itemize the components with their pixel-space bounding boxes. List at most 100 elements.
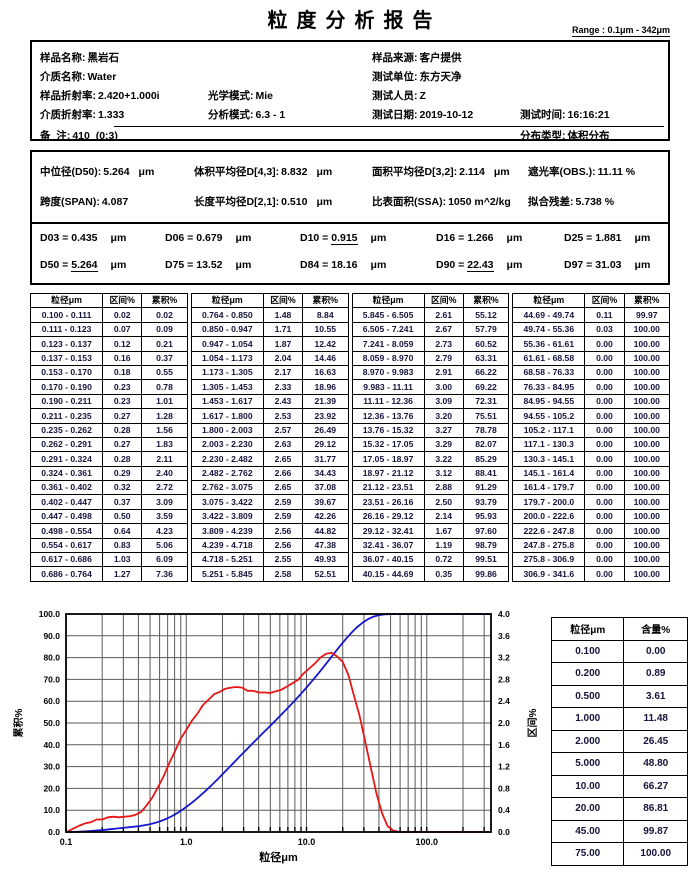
table-cell: 0.00 xyxy=(584,422,625,438)
table-row: 2.230 - 2.482 2.65 31.77 xyxy=(190,451,349,467)
summary-row: 0.100 0.00 xyxy=(550,639,688,663)
measure-range-label: Range : 0.1μm - 342μm xyxy=(571,25,670,37)
table-row: 68.58 - 76.33 0.00 100.00 xyxy=(512,364,671,381)
summary-cell: 1.000 xyxy=(550,707,625,731)
table-cell: 11.11 - 12.36 xyxy=(351,393,425,410)
field-test-time: 测试时间: 16:16:21 xyxy=(520,109,610,121)
d-value-d25: D25 = 1.881 μm xyxy=(564,232,651,244)
d-value-d97: D97 = 31.03 μm xyxy=(564,259,651,271)
distribution-chart: 0.0 10.0 20.0 30.0 40.0 50.0 60.0 70.0 80.0 90.0 1… xyxy=(8,600,548,872)
table-cell: 0.00 xyxy=(584,408,625,424)
table-cell: 2.63 xyxy=(262,436,304,453)
table-cell: 1.71 xyxy=(262,321,304,338)
table-cell: 8.970 - 9.983 xyxy=(351,364,425,381)
table-cell: 36.07 - 40.15 xyxy=(351,552,425,568)
table-cell: 14.46 xyxy=(302,350,349,366)
table-cell: 1.28 xyxy=(141,408,188,424)
table-cell: 0.554 - 0.617 xyxy=(29,537,104,554)
table-cell: 2.65 xyxy=(262,451,304,467)
summary-row: 1.000 11.48 xyxy=(550,707,688,731)
table-cell: 85.29 xyxy=(462,451,510,467)
table-cell: 2.88 xyxy=(423,480,464,496)
column-header: 粒径μm xyxy=(512,292,586,309)
table-cell: 2.230 - 2.482 xyxy=(190,451,264,467)
table-cell: 105.2 - 117.1 xyxy=(512,422,586,438)
table-row: 0.686 - 0.764 1.27 7.36 xyxy=(29,566,188,582)
table-cell: 23.92 xyxy=(302,408,349,424)
table-cell: 0.02 xyxy=(141,307,188,323)
summary-cell: 75.00 xyxy=(550,842,625,866)
table-cell: 0.09 xyxy=(141,321,188,338)
table-cell: 2.67 xyxy=(423,321,464,338)
table-row: 1.173 - 1.305 2.17 16.63 xyxy=(190,364,349,381)
table-cell: 1.87 xyxy=(262,336,304,352)
table-cell: 2.482 - 2.762 xyxy=(190,465,264,482)
stat-obscuration: 遮光率(OBS.): 11.11 % xyxy=(528,166,636,178)
field-test-date: 测试日期: 2019-10-12 xyxy=(372,109,474,121)
table-cell: 15.32 - 17.05 xyxy=(351,436,425,453)
table-row: 36.07 - 40.15 0.72 99.51 xyxy=(351,552,510,568)
summary-cell: 86.81 xyxy=(623,797,688,821)
column-header: 区间% xyxy=(262,292,304,309)
table-cell: 9.983 - 11.11 xyxy=(351,379,425,395)
table-cell: 100.00 xyxy=(623,350,671,366)
table-cell: 1.56 xyxy=(141,422,188,438)
summary-cell: 10.00 xyxy=(550,774,625,798)
column-header: 累积% xyxy=(302,292,349,309)
table-cell: 0.498 - 0.554 xyxy=(29,523,104,539)
table-cell: 52.51 xyxy=(302,566,349,582)
table-cell: 2.79 xyxy=(423,350,464,366)
table-cell: 42.26 xyxy=(302,508,349,525)
table-cell: 0.291 - 0.324 xyxy=(29,451,104,467)
table-cell: 0.78 xyxy=(141,379,188,395)
table-cell: 100.00 xyxy=(623,566,671,582)
summary-cell: 0.100 xyxy=(550,639,625,663)
table-cell: 2.57 xyxy=(262,422,304,438)
table-cell: 100.00 xyxy=(623,379,671,395)
table-cell: 0.262 - 0.291 xyxy=(29,436,104,453)
summary-row: 45.00 99.87 xyxy=(550,819,688,843)
table-cell: 0.617 - 0.686 xyxy=(29,552,104,568)
table-cell: 2.65 xyxy=(262,480,304,496)
table-cell: 0.123 - 0.137 xyxy=(29,336,104,352)
field-test-org: 测试单位: 东方天净 xyxy=(372,71,462,83)
table-cell: 49.74 - 55.36 xyxy=(512,321,586,338)
y-right-axis-label: 区间% xyxy=(526,708,539,737)
table-cell: 2.66 xyxy=(262,465,304,482)
table-cell: 8.84 xyxy=(302,307,349,323)
table-cell: 0.00 xyxy=(584,494,625,510)
table-cell: 4.239 - 4.718 xyxy=(190,537,264,554)
table-row: 94.55 - 105.2 0.00 100.00 xyxy=(512,408,671,424)
table-row: 0.850 - 0.947 1.71 10.55 xyxy=(190,321,349,338)
table-cell: 0.111 - 0.123 xyxy=(29,321,104,338)
table-row: 0.262 - 0.291 0.27 1.83 xyxy=(29,436,188,453)
column-header: 区间% xyxy=(584,292,625,309)
table-cell: 5.251 - 5.845 xyxy=(190,566,264,582)
table-cell: 0.211 - 0.235 xyxy=(29,408,104,424)
table-cell: 6.09 xyxy=(141,552,188,568)
x-tick-label: 0.1 xyxy=(60,837,73,847)
y-right-tick-label: 1.2 xyxy=(498,762,510,772)
table-cell: 2.91 xyxy=(423,364,464,381)
field-sample-source: 样品来源: 客户提供 xyxy=(372,52,462,64)
table-cell: 29.12 xyxy=(302,436,349,453)
report-title: 粒度分析报告 xyxy=(267,10,442,32)
table-cell: 40.15 - 44.69 xyxy=(351,566,425,582)
table-cell: 117.1 - 130.3 xyxy=(512,436,586,453)
table-cell: 100.00 xyxy=(623,393,671,410)
table-cell: 2.762 - 3.075 xyxy=(190,480,264,496)
table-row: 1.453 - 1.617 2.43 21.39 xyxy=(190,393,349,410)
table-cell: 84.95 - 94.55 xyxy=(512,393,586,410)
table-cell: 60.52 xyxy=(462,336,510,352)
y-right-tick-label: 2.8 xyxy=(498,674,510,684)
table-cell: 2.72 xyxy=(141,480,188,496)
column-header: 累积% xyxy=(462,292,510,309)
table-cell: 100.00 xyxy=(623,480,671,496)
table-cell: 6.505 - 7.241 xyxy=(351,321,425,338)
y-left-tick-label: 50.0 xyxy=(43,718,60,728)
y-right-tick-label: 1.6 xyxy=(498,740,510,750)
table-row: 0.211 - 0.235 0.27 1.28 xyxy=(29,408,188,424)
table-cell: 3.22 xyxy=(423,451,464,467)
field-sample-name: 样品名称: 黑岩石 xyxy=(40,52,119,64)
table-cell: 1.19 xyxy=(423,537,464,554)
